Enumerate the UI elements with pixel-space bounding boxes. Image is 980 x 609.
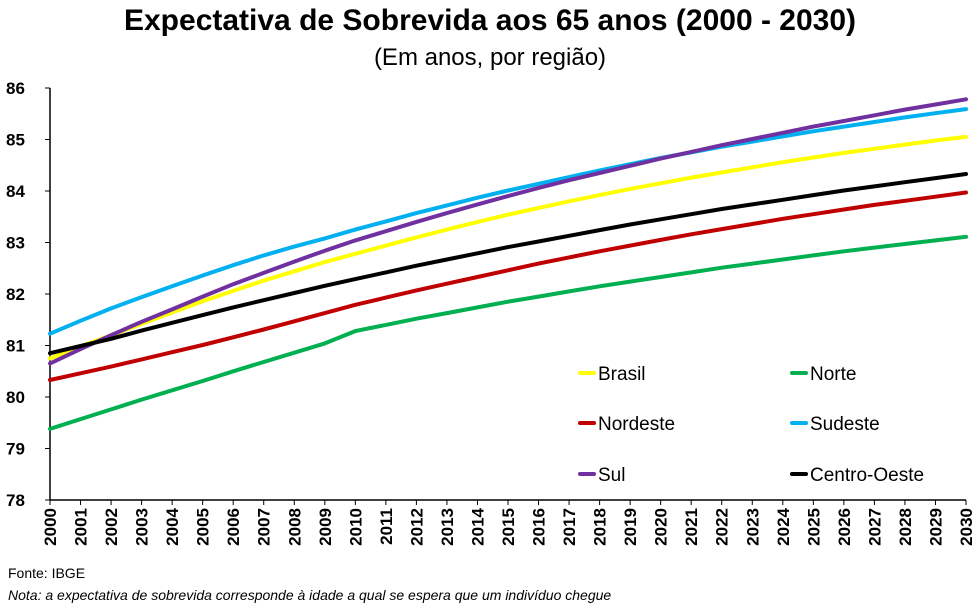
- legend-label-brasil: Brasil: [598, 364, 646, 385]
- x-tick-label: 2018: [591, 508, 610, 546]
- y-tick-label: 80: [6, 388, 25, 407]
- legend-label-norte: Norte: [810, 364, 856, 385]
- x-tick-label: 2013: [438, 508, 457, 546]
- x-tick-label: 2028: [896, 508, 915, 546]
- source-note: Fonte: IBGE: [8, 565, 86, 581]
- x-tick-label: 2006: [224, 508, 243, 546]
- legend-label-sudeste: Sudeste: [810, 414, 880, 435]
- y-tick-label: 85: [6, 131, 25, 150]
- x-tick-label: 2019: [621, 508, 640, 546]
- x-tick-label: 2020: [652, 508, 671, 546]
- x-tick-label: 2029: [926, 508, 945, 546]
- x-tick-label: 2001: [72, 508, 91, 546]
- y-tick-label: 86: [6, 79, 25, 98]
- x-tick-label: 2027: [865, 508, 884, 546]
- y-tick-label: 83: [6, 234, 25, 253]
- series-line-sul: [48, 97, 968, 366]
- x-tick-label: 2016: [530, 508, 549, 546]
- y-tick-label: 78: [6, 491, 25, 510]
- x-tick-label: 2017: [560, 508, 579, 546]
- y-tick-label: 79: [6, 440, 25, 459]
- chart-subtitle: (Em anos, por região): [373, 44, 607, 71]
- legend-label-sul: Sul: [598, 465, 625, 486]
- chart-title: Expectativa de Sobrevida aos 65 anos (20…: [123, 4, 857, 37]
- x-tick-label: 2021: [682, 508, 701, 546]
- x-tick-label: 2000: [41, 508, 60, 546]
- series-line-nordeste: [48, 190, 968, 382]
- x-tick-label: 2023: [743, 508, 762, 546]
- y-tick-label: 82: [6, 285, 25, 304]
- series-line-norte: [48, 234, 968, 431]
- x-tick-label: 2030: [957, 508, 976, 546]
- x-tick-label: 2014: [468, 507, 487, 545]
- x-tick-label: 2015: [499, 508, 518, 546]
- x-tick-label: 2012: [407, 508, 426, 546]
- x-tick-label: 2002: [102, 508, 121, 546]
- x-tick-label: 2009: [316, 508, 335, 546]
- series-lines: [48, 97, 968, 431]
- x-tick-label: 2003: [133, 508, 152, 546]
- legend-label-nordeste: Nordeste: [598, 414, 675, 435]
- chart-axes: 78 79 80 81 82 83 84 85 86 2000 2001 2002 2003 2004 20…: [6, 79, 976, 546]
- x-tick-label: 2008: [285, 508, 304, 546]
- x-tick-label: 2026: [835, 508, 854, 546]
- x-tick-label: 2010: [346, 508, 365, 546]
- y-tick-label: 81: [6, 337, 25, 356]
- x-tick-label: 2022: [713, 508, 732, 546]
- x-tick-label: 2024: [774, 507, 793, 545]
- x-tick-label: 2011: [377, 508, 396, 545]
- x-tick-label: 2004: [163, 507, 182, 545]
- x-tick-label: 2025: [804, 508, 823, 546]
- legend-label-centro-oeste: Centro-Oeste: [810, 465, 924, 486]
- series-line-sudeste: [48, 107, 968, 336]
- footnote: Nota: a expectativa de sobrevida corresp…: [8, 587, 612, 603]
- x-tick-label: 2007: [255, 508, 274, 546]
- x-tick-label: 2005: [194, 508, 213, 546]
- y-tick-label: 84: [6, 182, 25, 201]
- chart-legend: Brasil Norte Nordeste Sudeste Sul Centro-Oest…: [578, 364, 924, 486]
- series-line-brasil: [48, 134, 968, 361]
- series-line-centro-oeste: [48, 172, 968, 356]
